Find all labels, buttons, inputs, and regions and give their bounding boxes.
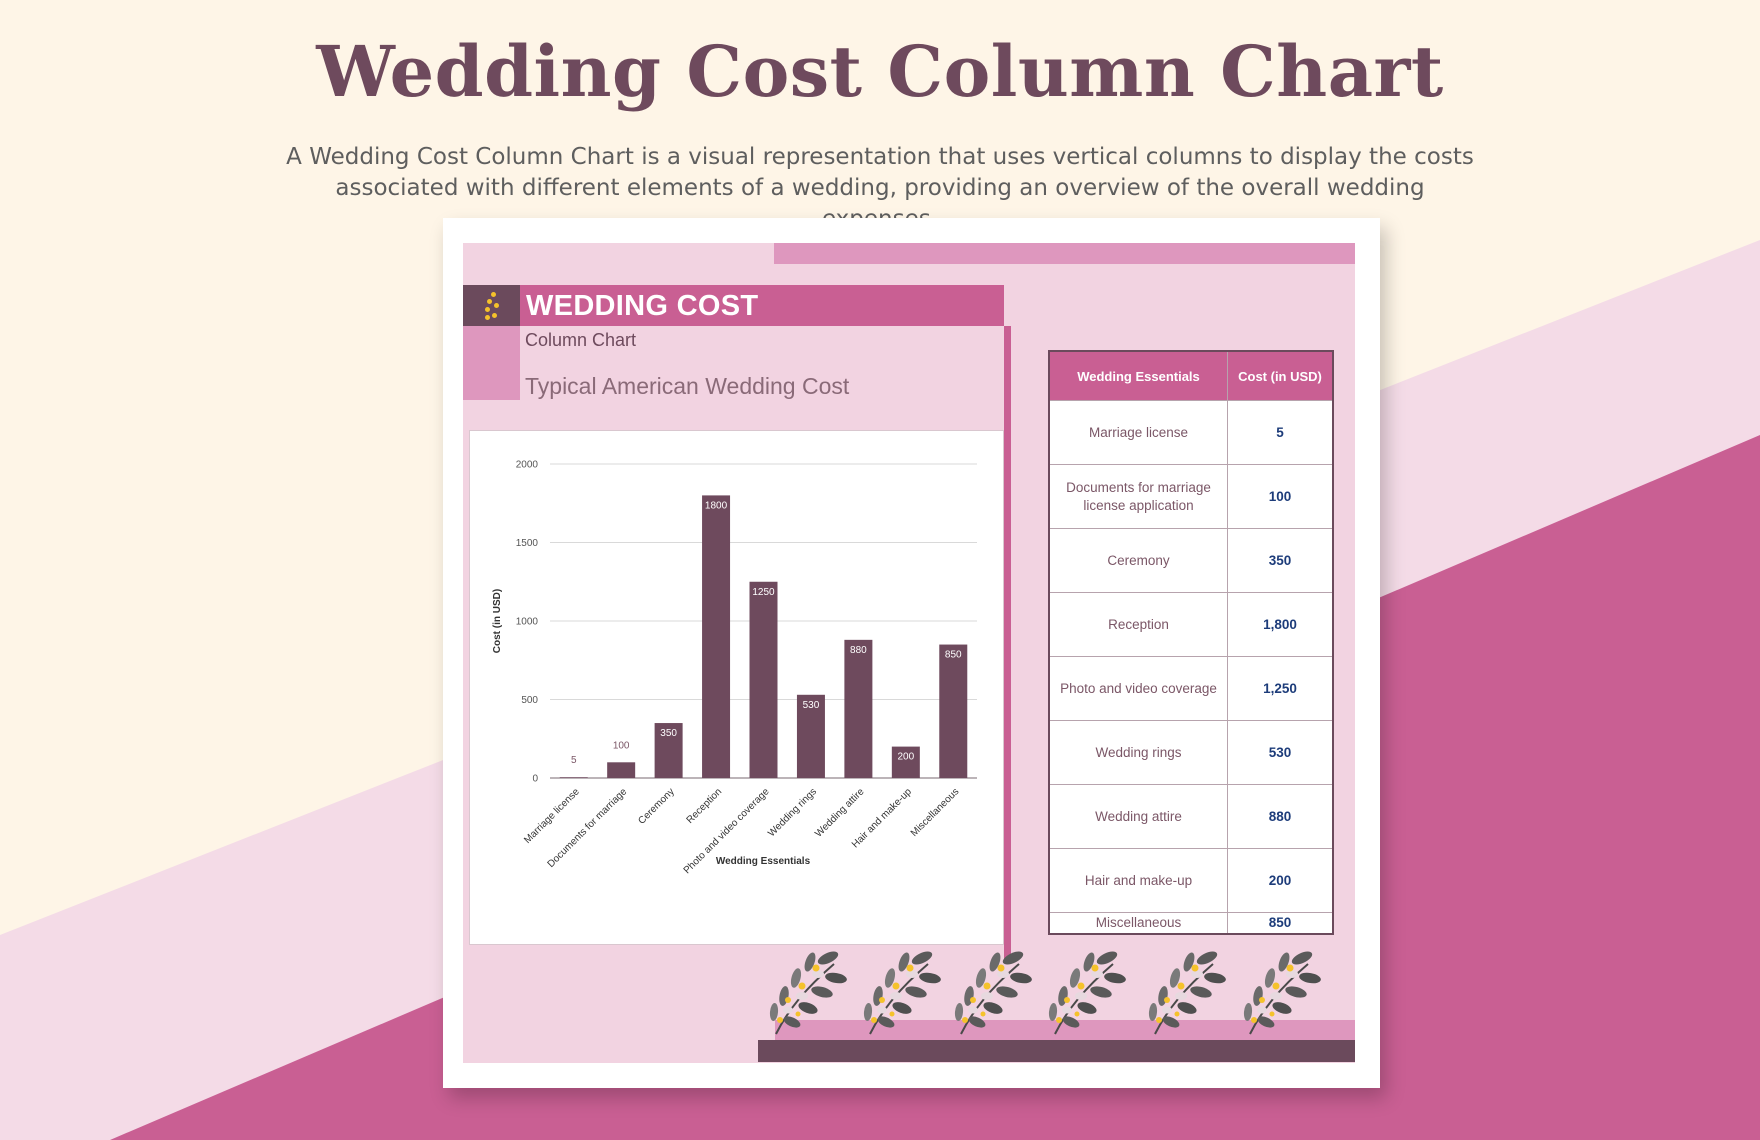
y-tick-label: 500: [521, 695, 538, 706]
top-accent-strip: [774, 243, 1355, 264]
logo-dot: [492, 313, 497, 318]
table-cell-item: Hair and make-up: [1048, 848, 1228, 913]
logo-dot: [491, 292, 496, 297]
bar: [796, 694, 825, 778]
floral-sprig-icon: [1147, 948, 1227, 1035]
table-row: Marriage license 5: [1048, 400, 1334, 465]
data-label: 850: [945, 650, 962, 661]
page-title: Wedding Cost Column Chart: [316, 30, 1444, 113]
y-tick-label: 0: [532, 774, 538, 785]
table-cell-cost: 100: [1227, 464, 1334, 529]
x-tick-label: Wedding attire: [813, 786, 867, 840]
floral-sprig-icon: [768, 948, 848, 1035]
table-cell-item: Wedding attire: [1048, 784, 1228, 849]
bar: [844, 639, 873, 778]
bar: [654, 723, 683, 778]
vertical-divider: [1004, 326, 1011, 960]
data-label: 1800: [705, 500, 728, 511]
table-cell-cost: 880: [1227, 784, 1334, 849]
logo-dot: [494, 303, 499, 308]
table-cell-item: Ceremony: [1048, 528, 1228, 593]
bar: [939, 644, 968, 778]
bar: [607, 762, 636, 778]
table-row: Wedding attire 880: [1048, 784, 1334, 849]
floral-sprig-icon: [1047, 948, 1127, 1035]
y-tick-label: 2000: [516, 460, 539, 471]
table-row: Reception 1,800: [1048, 592, 1334, 657]
table-cell-cost: 850: [1227, 912, 1334, 935]
bottom-bar: [758, 1040, 1355, 1062]
floral-sprig-icon: [953, 948, 1033, 1035]
table-row: Miscellaneous 850: [1048, 912, 1334, 935]
table-cell-item: Photo and video coverage: [1048, 656, 1228, 721]
table-cell-item: Marriage license: [1048, 400, 1228, 465]
table-row: Photo and video coverage 1,250: [1048, 656, 1334, 721]
cost-table: Wedding Essentials Cost (in USD) Marriag…: [1048, 350, 1334, 935]
table-header-cost: Cost (in USD): [1227, 351, 1334, 401]
table-cell-item: Wedding rings: [1048, 720, 1228, 785]
sheet-subtitle: Column Chart: [525, 330, 637, 350]
logo-dot: [487, 299, 492, 304]
x-axis-title: Wedding Essentials: [716, 856, 811, 867]
bottom-accent-strip: [775, 1020, 1355, 1040]
table-cell-cost: 1,800: [1227, 592, 1334, 657]
data-label: 530: [803, 700, 820, 711]
table-row: Wedding rings 530: [1048, 720, 1334, 785]
table-row: Documents for marriage license applicati…: [1048, 464, 1334, 529]
x-tick-label: Ceremony: [636, 786, 676, 826]
table-header-row: Wedding Essentials Cost (in USD): [1048, 351, 1334, 401]
page-description-line-1: A Wedding Cost Column Chart is a visual …: [286, 144, 1474, 170]
table-cell-cost: 1,250: [1227, 656, 1334, 721]
table-cell-cost: 350: [1227, 528, 1334, 593]
sheet-title: WEDDING COST: [526, 290, 759, 322]
floral-sprig-icon: [862, 948, 942, 1035]
x-tick-label: Documents for marriage: [546, 786, 630, 870]
dots-logo-icon: [463, 285, 520, 326]
table-cell-cost: 530: [1227, 720, 1334, 785]
data-label: 200: [897, 752, 914, 763]
y-tick-label: 1500: [516, 538, 539, 549]
side-accent-block: [463, 326, 520, 400]
bar: [749, 581, 778, 778]
table-cell-item: Documents for marriage license applicati…: [1048, 464, 1228, 529]
data-label: 5: [571, 755, 577, 766]
sheet-caption: Typical American Wedding Cost: [525, 373, 850, 399]
bar: [559, 777, 588, 778]
table-row: Hair and make-up 200: [1048, 848, 1334, 913]
bar: [702, 495, 731, 778]
table-row: Ceremony 350: [1048, 528, 1334, 593]
logo-dot: [485, 307, 490, 312]
floral-sprig-icon: [1242, 948, 1322, 1035]
table-cell-item: Reception: [1048, 592, 1228, 657]
bar: [891, 746, 920, 778]
logo-dot: [485, 315, 490, 320]
table-cell-cost: 200: [1227, 848, 1334, 913]
data-label: 100: [613, 740, 630, 751]
header-bar: [520, 285, 1004, 326]
table-cell-cost: 5: [1227, 400, 1334, 465]
data-label: 880: [850, 645, 867, 656]
x-tick-label: Miscellaneous: [909, 786, 962, 839]
table-cell-item: Miscellaneous: [1048, 912, 1228, 935]
data-label: 350: [660, 728, 677, 739]
x-tick-label: Wedding rings: [766, 786, 819, 839]
chart-panel[interactable]: 0 500 1000 1500 2000 5 Marriage license 100 Docu…: [469, 430, 1004, 945]
y-tick-label: 1000: [516, 617, 539, 628]
y-axis-title: Cost (in USD): [492, 589, 503, 653]
x-tick-label: Reception: [685, 786, 725, 826]
data-label: 1250: [752, 587, 775, 598]
table-header-item: Wedding Essentials: [1048, 351, 1228, 401]
